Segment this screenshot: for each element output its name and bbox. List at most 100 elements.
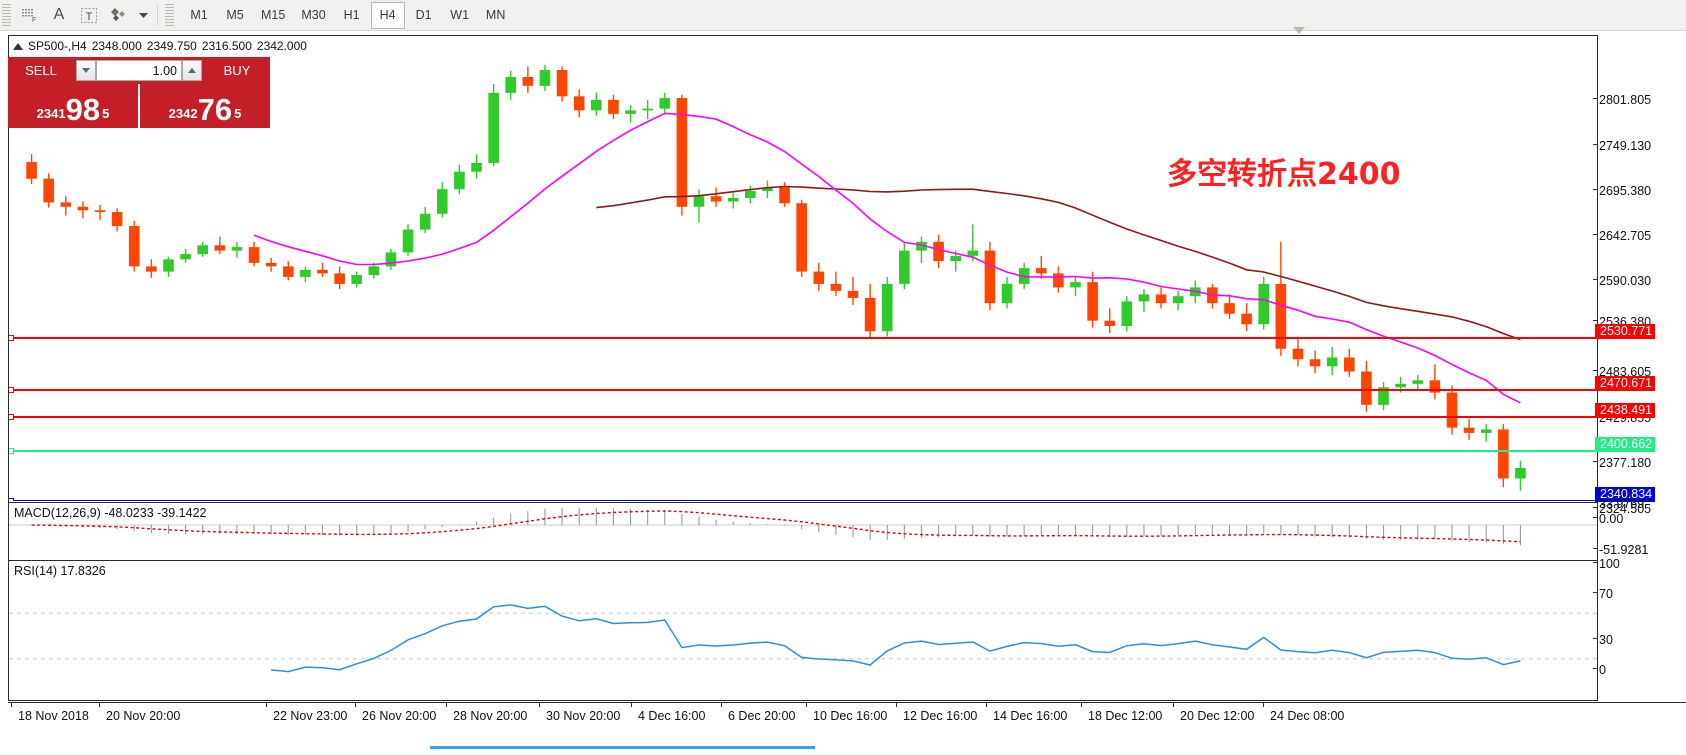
time-label: 26 Nov 20:00 bbox=[354, 702, 437, 723]
toolbar-grip-1[interactable] bbox=[2, 4, 11, 26]
sell-price-fraction: 5 bbox=[102, 106, 110, 121]
timeframe-h1[interactable]: H1 bbox=[343, 8, 360, 22]
rsi-series bbox=[9, 604, 1597, 673]
timeframe-group: M1 M5 M15 M30 H1 H4 D1 W1 MN bbox=[181, 1, 514, 29]
svg-text:F: F bbox=[32, 17, 36, 23]
price-tick: 2801.805 bbox=[1592, 93, 1652, 107]
price-tick: 2324.505 bbox=[1592, 502, 1652, 516]
timeframe-w1[interactable]: W1 bbox=[450, 8, 470, 22]
level-handle[interactable] bbox=[9, 335, 14, 341]
price-tick: 2642.705 bbox=[1592, 229, 1652, 243]
shapes-icon[interactable] bbox=[106, 2, 132, 28]
text-box-icon-svg: T bbox=[81, 7, 97, 23]
timeframe-m15[interactable]: M15 bbox=[261, 8, 286, 22]
time-label: 24 Dec 08:00 bbox=[1262, 702, 1345, 723]
chevron-down-icon-svg bbox=[138, 13, 148, 18]
time-label: 4 Dec 16:00 bbox=[630, 702, 706, 723]
price-tick: 2483.605 bbox=[1592, 365, 1652, 379]
level-handle[interactable] bbox=[9, 448, 14, 454]
price-level-badge[interactable]: 2530.771 bbox=[1595, 324, 1656, 339]
indicator-tick: 30 bbox=[1593, 633, 1613, 647]
rsi-pane[interactable]: RSI(14) 17.8326 bbox=[9, 560, 1597, 700]
price-scale[interactable]: 2801.805 2749.130 2695.380 2642.705 2590.030… bbox=[1592, 35, 1686, 701]
trade-panel-prices: 2341 98 5 2342 76 5 bbox=[8, 84, 270, 128]
level-line-resistance-2438[interactable] bbox=[9, 414, 1597, 420]
level-line-support-2340[interactable] bbox=[9, 498, 1597, 501]
price-level-badge[interactable]: 2340.834 bbox=[1595, 487, 1656, 502]
indicator-tick: -51.9281 bbox=[1592, 543, 1649, 557]
buy-button[interactable]: BUY bbox=[204, 57, 270, 84]
macd-pane[interactable]: MACD(12,26,9) -48.0233 -39.1422 bbox=[9, 502, 1597, 560]
time-label: 12 Dec 16:00 bbox=[895, 702, 978, 723]
toolbar-separator bbox=[157, 5, 158, 25]
crosshair-icon-svg: F bbox=[21, 8, 36, 23]
time-scale[interactable]: 18 Nov 2018 20 Nov 20:00 22 Nov 23:00 26 No… bbox=[8, 702, 1686, 729]
time-label: 18 Nov 2018 bbox=[11, 702, 89, 723]
time-label: 20 Dec 12:00 bbox=[1172, 702, 1255, 723]
ohlc-low: 2316.500 bbox=[201, 39, 252, 53]
chart-top-marker bbox=[1293, 27, 1305, 34]
symbol-label: SP500-,H4 bbox=[28, 39, 87, 53]
one-click-trading-panel[interactable]: SELL 1.00 BUY 2341 98 5 2342 76 5 bbox=[8, 57, 270, 128]
text-box-icon[interactable]: T bbox=[76, 2, 102, 28]
ohlc-close: 2342.000 bbox=[256, 39, 307, 53]
level-handle[interactable] bbox=[9, 387, 14, 393]
trade-panel-top-row: SELL 1.00 BUY bbox=[8, 57, 270, 84]
level-line-pivot-2400[interactable] bbox=[9, 448, 1597, 454]
time-label: 18 Dec 12:00 bbox=[1080, 702, 1163, 723]
level-handle[interactable] bbox=[9, 498, 14, 501]
text-label-icon[interactable]: A bbox=[53, 6, 65, 23]
timeframe-m30[interactable]: M30 bbox=[301, 8, 326, 22]
active-window-indicator bbox=[430, 746, 815, 749]
crosshair-icon[interactable]: F bbox=[16, 2, 42, 28]
ohlc-open: 2348.000 bbox=[91, 39, 142, 53]
sell-button[interactable]: SELL bbox=[8, 57, 74, 84]
buy-price[interactable]: 2342 76 5 bbox=[140, 84, 270, 128]
indicator-tick: 33.9769 bbox=[1592, 497, 1645, 511]
main-toolbar: F A T M1 M5 M15 M30 H1 H4 D1 W1 MN bbox=[0, 0, 1686, 31]
indicator-tick: 70 bbox=[1593, 587, 1613, 601]
indicator-tick: 0.00 bbox=[1592, 512, 1624, 526]
volume-increment-button[interactable] bbox=[182, 60, 202, 81]
timeframe-m5[interactable]: M5 bbox=[226, 8, 244, 22]
price-pane[interactable]: SP500-,H4 2348.000 2349.750 2316.500 234… bbox=[9, 36, 1597, 501]
time-label: 20 Nov 20:00 bbox=[98, 702, 181, 723]
time-label: 14 Dec 16:00 bbox=[985, 702, 1068, 723]
chart-container[interactable]: SP500-,H4 2348.000 2349.750 2316.500 234… bbox=[8, 35, 1598, 701]
indicator-tick: 0 bbox=[1593, 663, 1606, 677]
price-level-badge[interactable]: 2400.662 bbox=[1595, 437, 1656, 452]
svg-text:T: T bbox=[86, 11, 93, 23]
price-tick: 2590.030 bbox=[1592, 274, 1652, 288]
sell-price[interactable]: 2341 98 5 bbox=[8, 84, 138, 128]
shapes-icon-svg bbox=[111, 8, 125, 21]
time-label: 30 Nov 20:00 bbox=[538, 702, 621, 723]
level-line-resistance-2470[interactable] bbox=[9, 387, 1597, 393]
price-tick: 2377.180 bbox=[1592, 456, 1652, 470]
macd-series bbox=[9, 507, 1597, 545]
time-label: 28 Nov 20:00 bbox=[445, 702, 528, 723]
buy-price-main: 76 bbox=[197, 92, 233, 127]
price-tick: 2749.130 bbox=[1592, 139, 1652, 153]
timeframe-d1[interactable]: D1 bbox=[415, 8, 432, 22]
chart-data-header: SP500-,H4 2348.000 2349.750 2316.500 234… bbox=[13, 39, 307, 53]
toolbar-grip-2[interactable] bbox=[165, 4, 174, 26]
price-level-badge[interactable]: 2470.671 bbox=[1595, 376, 1656, 391]
timeframe-m1[interactable]: M1 bbox=[190, 8, 208, 22]
sell-price-main: 98 bbox=[65, 92, 101, 127]
chevron-down-icon[interactable] bbox=[136, 2, 150, 28]
timeframe-h4[interactable]: H4 bbox=[370, 1, 405, 29]
timeframe-mn[interactable]: MN bbox=[485, 8, 506, 22]
collapse-icon[interactable] bbox=[13, 42, 23, 50]
buy-price-whole: 2342 bbox=[168, 106, 198, 121]
buy-price-fraction: 5 bbox=[234, 106, 242, 121]
level-line-resistance-2530[interactable] bbox=[9, 335, 1597, 341]
volume-decrement-button[interactable] bbox=[76, 60, 96, 81]
time-label: 6 Dec 20:00 bbox=[720, 702, 796, 723]
volume-input[interactable]: 1.00 bbox=[96, 60, 182, 81]
level-handle[interactable] bbox=[9, 414, 14, 420]
indicator-tick: 100 bbox=[1593, 557, 1620, 571]
price-tick: 2695.380 bbox=[1592, 184, 1652, 198]
candlestick-series bbox=[26, 64, 1526, 491]
time-label: 22 Nov 23:00 bbox=[265, 702, 348, 723]
price-level-badge[interactable]: 2438.491 bbox=[1595, 403, 1656, 418]
